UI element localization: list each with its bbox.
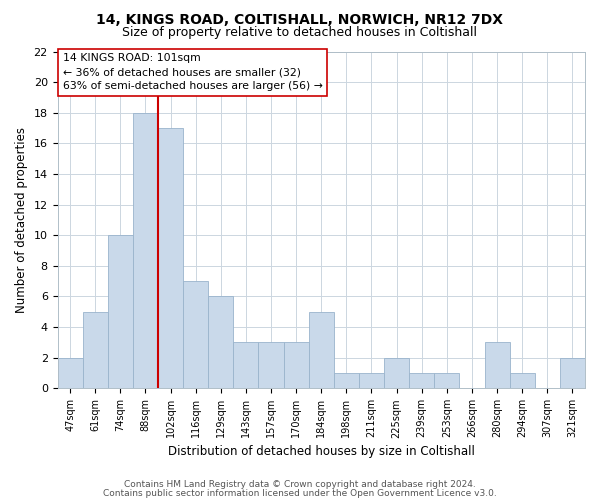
Bar [133, 112, 158, 388]
Bar [158, 128, 183, 388]
Text: 14 KINGS ROAD: 101sqm
← 36% of detached houses are smaller (32)
63% of semi-deta: 14 KINGS ROAD: 101sqm ← 36% of detached … [63, 53, 323, 91]
Y-axis label: Number of detached properties: Number of detached properties [15, 127, 28, 313]
Bar [434, 373, 460, 388]
Bar [409, 373, 434, 388]
Bar [83, 312, 108, 388]
Bar [485, 342, 509, 388]
Bar [208, 296, 233, 388]
Text: Size of property relative to detached houses in Coltishall: Size of property relative to detached ho… [122, 26, 478, 39]
X-axis label: Distribution of detached houses by size in Coltishall: Distribution of detached houses by size … [168, 444, 475, 458]
Bar [108, 235, 133, 388]
Text: 14, KINGS ROAD, COLTISHALL, NORWICH, NR12 7DX: 14, KINGS ROAD, COLTISHALL, NORWICH, NR1… [97, 12, 503, 26]
Bar [334, 373, 359, 388]
Text: Contains HM Land Registry data © Crown copyright and database right 2024.: Contains HM Land Registry data © Crown c… [124, 480, 476, 489]
Bar [259, 342, 284, 388]
Bar [384, 358, 409, 388]
Bar [58, 358, 83, 388]
Bar [309, 312, 334, 388]
Bar [233, 342, 259, 388]
Text: Contains public sector information licensed under the Open Government Licence v3: Contains public sector information licen… [103, 489, 497, 498]
Bar [284, 342, 309, 388]
Bar [509, 373, 535, 388]
Bar [183, 281, 208, 388]
Bar [359, 373, 384, 388]
Bar [560, 358, 585, 388]
